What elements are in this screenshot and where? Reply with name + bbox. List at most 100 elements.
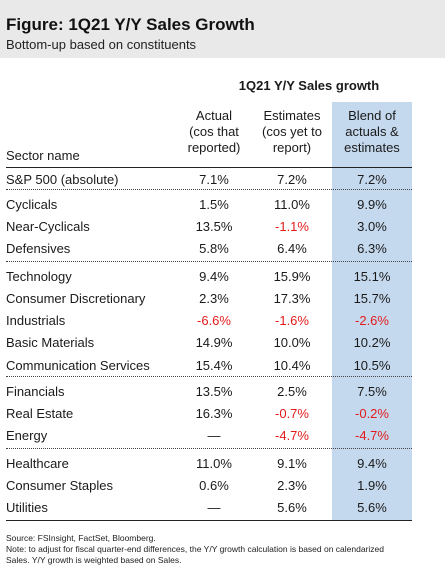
sector-name: Consumer Discretionary — [6, 291, 146, 306]
table-row: Basic Materials 14.9% 10.0% 10.2% — [0, 332, 445, 353]
actual-value: 2.3% — [199, 291, 229, 306]
sector-name: Healthcare — [6, 456, 69, 471]
actual-value: 7.1% — [199, 172, 229, 187]
group-header: 1Q21 Y/Y Sales growth — [238, 78, 380, 93]
actual-value: — — [207, 500, 221, 515]
blend-value: -2.6% — [355, 313, 389, 328]
estimates-value: -4.7% — [275, 428, 309, 443]
figure-subtitle: Bottom-up based on constituents — [6, 37, 197, 52]
blend-column-highlight — [332, 102, 412, 521]
estimates-value: 9.1% — [277, 456, 307, 471]
header-line: report) — [272, 140, 312, 155]
blend-column-header: Blend of actuals & estimates — [334, 108, 410, 156]
sector-name: Near-Cyclicals — [6, 219, 90, 234]
header-line: Estimates — [263, 108, 321, 123]
note-line: Sales. Y/Y growth is weighted based on S… — [6, 555, 182, 565]
blend-value: -4.7% — [355, 428, 389, 443]
sector-name: Basic Materials — [6, 335, 95, 350]
header-line: actuals & — [345, 124, 399, 139]
blend-value: 5.6% — [357, 500, 387, 515]
actual-value: 5.8% — [199, 241, 229, 256]
estimates-value: -1.6% — [275, 313, 309, 328]
estimates-column-header: Estimates (cos yet to report) — [254, 108, 330, 156]
estimates-value: 10.0% — [273, 335, 311, 350]
sector-name: Industrials — [6, 313, 66, 328]
blend-value: 10.5% — [353, 358, 391, 373]
header-line: reported) — [187, 140, 241, 155]
actual-value: — — [207, 428, 221, 443]
sector-name: Communication Services — [6, 358, 150, 373]
estimates-value: 5.6% — [277, 500, 307, 515]
table-row: Technology 9.4% 15.9% 15.1% — [0, 266, 445, 287]
blend-value: 9.4% — [357, 456, 387, 471]
title-bar: Figure: 1Q21 Y/Y Sales Growth Bottom-up … — [0, 0, 445, 58]
blend-value: 7.2% — [357, 172, 387, 187]
header-line: Actual — [195, 108, 233, 123]
estimates-value: 6.4% — [277, 241, 307, 256]
table-row: Communication Services 15.4% 10.4% 10.5% — [0, 355, 445, 376]
note-line: Note: to adjust for fiscal quarter-end d… — [6, 544, 385, 554]
sector-name: Defensives — [6, 241, 71, 256]
estimates-value: 7.2% — [277, 172, 307, 187]
table-row: Utilities — 5.6% 5.6% — [0, 497, 445, 518]
table-row: S&P 500 (absolute) 7.1% 7.2% 7.2% — [0, 169, 445, 190]
group-divider — [6, 376, 412, 377]
estimates-value: -1.1% — [275, 219, 309, 234]
actual-value: 0.6% — [199, 478, 229, 493]
estimates-value: 2.5% — [277, 384, 307, 399]
source-line: Source: FSInsight, FactSet, Bloomberg. — [6, 533, 156, 543]
table-bottom-rule — [6, 520, 412, 521]
actual-value: 1.5% — [199, 197, 229, 212]
actual-value: 15.4% — [195, 358, 233, 373]
sector-name: Technology — [6, 269, 72, 284]
group-divider — [6, 189, 412, 190]
group-divider — [6, 448, 412, 449]
estimates-value: 10.4% — [273, 358, 311, 373]
table-row: Defensives 5.8% 6.4% 6.3% — [0, 238, 445, 259]
header-line: (cos that — [189, 124, 239, 139]
table-row: Cyclicals 1.5% 11.0% 9.9% — [0, 194, 445, 215]
table-row: Healthcare 11.0% 9.1% 9.4% — [0, 453, 445, 474]
sector-name: S&P 500 (absolute) — [6, 172, 119, 187]
blend-value: 10.2% — [353, 335, 391, 350]
estimates-value: 17.3% — [273, 291, 311, 306]
header-rule — [6, 167, 412, 168]
actual-value: 16.3% — [195, 406, 233, 421]
sector-name: Cyclicals — [6, 197, 58, 212]
sector-name: Utilities — [6, 500, 48, 515]
estimates-value: 15.9% — [273, 269, 311, 284]
actual-value: 14.9% — [195, 335, 233, 350]
table-row: Industrials -6.6% -1.6% -2.6% — [0, 310, 445, 331]
blend-value: 7.5% — [357, 384, 387, 399]
estimates-value: -0.7% — [275, 406, 309, 421]
sector-name: Real Estate — [6, 406, 74, 421]
blend-value: 3.0% — [357, 219, 387, 234]
actual-value: -6.6% — [197, 313, 231, 328]
source-note: Source: FSInsight, FactSet, Bloomberg. N… — [6, 533, 438, 566]
actual-value: 11.0% — [196, 456, 232, 471]
header-line: (cos yet to — [262, 124, 322, 139]
table-row: Financials 13.5% 2.5% 7.5% — [0, 381, 445, 402]
figure-title: Figure: 1Q21 Y/Y Sales Growth — [6, 15, 255, 34]
group-divider — [6, 261, 412, 262]
header-line: Blend of — [348, 108, 396, 123]
table-row: Consumer Discretionary 2.3% 17.3% 15.7% — [0, 288, 445, 309]
sector-name: Financials — [6, 384, 65, 399]
table-row: Real Estate 16.3% -0.7% -0.2% — [0, 403, 445, 424]
sector-name: Consumer Staples — [6, 478, 113, 493]
estimates-value: 11.0% — [274, 197, 310, 212]
actual-column-header: Actual (cos that reported) — [176, 108, 252, 156]
header-line: estimates — [344, 140, 400, 155]
sector-name: Energy — [6, 428, 48, 443]
blend-value: 9.9% — [357, 197, 387, 212]
blend-value: 1.9% — [357, 478, 387, 493]
blend-value: 15.7% — [353, 291, 391, 306]
table-row: Energy — -4.7% -4.7% — [0, 425, 445, 446]
blend-value: -0.2% — [355, 406, 389, 421]
blend-value: 15.1% — [353, 269, 391, 284]
sector-name-header: Sector name — [6, 148, 80, 163]
blend-value: 6.3% — [357, 241, 387, 256]
table-row: Consumer Staples 0.6% 2.3% 1.9% — [0, 475, 445, 496]
actual-value: 9.4% — [199, 269, 229, 284]
actual-value: 13.5% — [195, 384, 233, 399]
